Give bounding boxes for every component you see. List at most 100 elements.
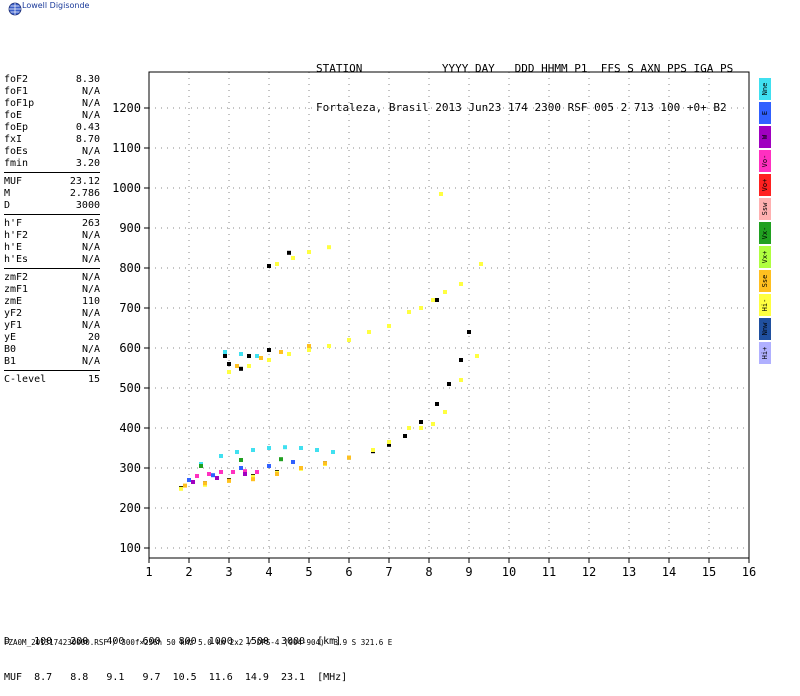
param-name: h'E (4, 242, 23, 253)
param-name: foEs (4, 146, 29, 157)
param-separator (4, 172, 100, 173)
legend-label: Ssw (761, 202, 769, 216)
param-separator (4, 370, 100, 371)
param-name: foF2 (4, 74, 29, 85)
param-name: B0 (4, 344, 17, 355)
data-point (443, 410, 447, 414)
data-point (243, 472, 247, 476)
param-value: 23.12 (69, 176, 100, 187)
data-point (235, 364, 239, 368)
param-value: N/A (81, 86, 100, 97)
brand-label: Lowell Digisonde (22, 1, 90, 10)
data-point (251, 448, 255, 452)
legend-swatch: Vx- (759, 222, 771, 244)
param-name: yF1 (4, 320, 23, 331)
x-tick-label: 1 (145, 565, 152, 579)
x-tick-label: 4 (265, 565, 272, 579)
legend-label: Sse (761, 274, 769, 288)
param-row: h'F 263 (4, 218, 100, 230)
param-value: 20 (87, 332, 100, 343)
data-point (239, 366, 243, 371)
data-point (227, 478, 231, 483)
param-value: 0.43 (75, 122, 100, 133)
data-point (447, 382, 451, 386)
y-tick-label: 1200 (112, 101, 141, 115)
data-point (251, 477, 255, 482)
data-point (315, 448, 319, 452)
param-row: fxI 8.70 (4, 134, 100, 146)
param-value: N/A (81, 272, 100, 283)
legend-label: Hi- (761, 298, 769, 312)
param-name: zmF1 (4, 284, 29, 295)
data-point (275, 262, 279, 266)
x-tick-label: 16 (742, 565, 756, 579)
data-point (251, 474, 255, 479)
legend-label: Vo- (761, 154, 769, 168)
data-point (299, 466, 303, 470)
data-point (307, 344, 311, 348)
param-row: foEp 0.43 (4, 122, 100, 134)
y-tick-label: 900 (119, 221, 141, 235)
data-point (267, 358, 271, 362)
data-point (291, 256, 295, 260)
param-row: C-level 15 (4, 374, 100, 386)
data-point (191, 480, 195, 484)
data-point (267, 264, 271, 268)
data-point (307, 250, 311, 254)
param-value: N/A (81, 320, 100, 331)
data-point (431, 298, 435, 302)
param-row: yF1 N/A (4, 320, 100, 332)
x-tick-label: 2 (185, 565, 192, 579)
param-name: h'Es (4, 254, 29, 265)
data-point (459, 282, 463, 286)
data-point (195, 474, 199, 478)
param-value: 8.70 (75, 134, 100, 145)
data-point (179, 486, 183, 491)
param-name: yF2 (4, 308, 23, 319)
data-point (239, 352, 243, 356)
param-value: N/A (81, 146, 100, 157)
param-separator (4, 214, 100, 215)
x-tick-label: 14 (662, 565, 676, 579)
data-point (467, 330, 471, 334)
param-name: D (4, 200, 11, 211)
legend-label: Nnw (761, 322, 769, 336)
param-row: zmF2 N/A (4, 272, 100, 284)
data-point (407, 426, 411, 430)
legend-swatch: Vx+ (759, 246, 771, 268)
param-row: zmE 110 (4, 296, 100, 308)
legend-swatch: Hi+ (759, 342, 771, 364)
data-point (283, 445, 287, 450)
y-tick-label: 800 (119, 261, 141, 275)
y-tick-label: 700 (119, 301, 141, 315)
param-value: N/A (81, 308, 100, 319)
y-tick-label: 100 (119, 541, 141, 555)
data-point (187, 478, 191, 482)
data-point (287, 250, 291, 255)
data-point (291, 460, 295, 464)
axis-ticks (144, 107, 750, 563)
param-name: foE (4, 110, 23, 121)
param-row: h'E N/A (4, 242, 100, 254)
data-point (255, 354, 259, 358)
data-point (419, 306, 423, 310)
legend-swatch: Vo- (759, 150, 771, 172)
x-tick-label: 13 (622, 565, 636, 579)
legend-swatch: Vo+ (759, 174, 771, 196)
data-point (223, 350, 227, 354)
param-name: h'F (4, 218, 23, 229)
legend-swatch: Sse (759, 270, 771, 292)
data-point (223, 354, 227, 358)
data-point (207, 472, 211, 476)
param-row: B1 N/A (4, 356, 100, 368)
data-point (435, 402, 439, 406)
data-point (387, 324, 391, 328)
data-point (387, 442, 391, 447)
data-point (323, 461, 327, 466)
y-tick-label: 300 (119, 461, 141, 475)
data-point (407, 310, 411, 314)
legend-label: W (761, 134, 769, 140)
x-tick-label: 7 (385, 565, 392, 579)
y-tick-label: 200 (119, 501, 141, 515)
data-point (199, 464, 203, 468)
